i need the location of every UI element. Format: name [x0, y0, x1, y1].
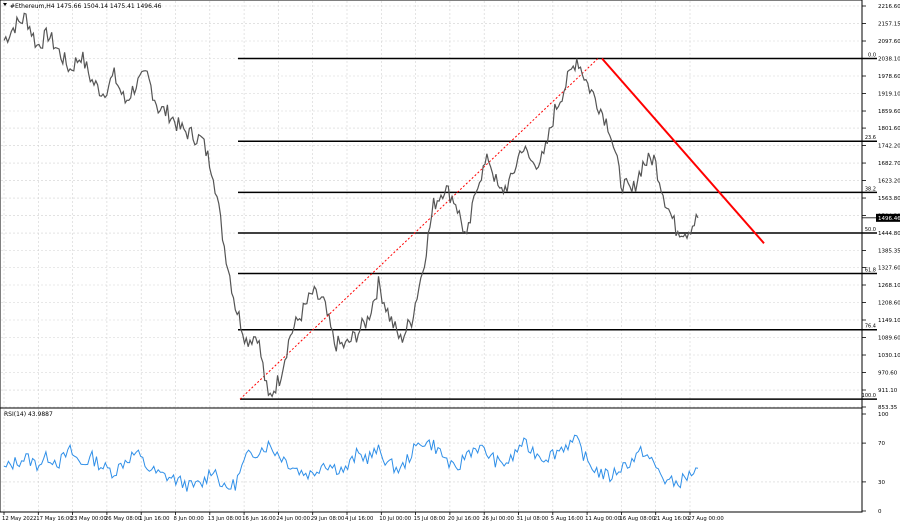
time-tick-label: 4 Jul 16:00: [345, 516, 374, 522]
time-tick-label: 26 Jul 00:00: [482, 516, 514, 522]
price-tick-label: 1682.70: [878, 161, 900, 167]
price-tick-label: 2038.10: [878, 57, 900, 63]
price-tick-label: 853.35: [878, 405, 898, 411]
time-tick-label: 12 May 2022: [2, 516, 37, 522]
main-panel-border: [0, 0, 863, 409]
fib-level-label: 76.4: [865, 324, 876, 330]
time-tick-label: 16 Jun 16:00: [242, 516, 276, 522]
fibonacci-levels: 0.0 23.6 38.2 50.0 61.8 76.4 100.0: [238, 53, 877, 400]
price-tick-label: 1978.60: [878, 74, 900, 80]
time-tick-label: 11 Aug 00:00: [585, 516, 621, 522]
rsi-tick-label: 30: [878, 480, 885, 486]
time-tick-label: 27 Aug 00:00: [688, 516, 724, 522]
time-tick-label: 15 Jul 08:00: [414, 516, 446, 522]
rsi-panel-grid: [1, 442, 861, 483]
price-tick-label: 1623.20: [878, 179, 900, 185]
rsi-tick-label: 100: [878, 412, 889, 418]
dotted-trend-line: [239, 58, 599, 400]
time-tick-label: 8 Jun 00:00: [174, 516, 205, 522]
time-tick-label: 20 Jul 16:00: [448, 516, 480, 522]
current-price-label: 1496.46: [878, 216, 900, 222]
price-tick-label: 1268.10: [878, 283, 900, 289]
price-tick-label: 1859.60: [878, 109, 900, 115]
time-tick-label: 29 Jun 08:00: [311, 516, 345, 522]
fib-level-label: 38.2: [865, 186, 876, 192]
price-tick-label: 970.60: [878, 371, 898, 377]
price-tick-label: 2157.15: [878, 21, 900, 27]
price-tick-label: 911.10: [878, 388, 898, 394]
price-tick-label: 1030.10: [878, 353, 900, 359]
time-tick-label: 10 Jul 00:00: [379, 516, 411, 522]
price-tick-label: 2097.60: [878, 39, 900, 45]
rsi-axis: 100 70 30 0: [862, 412, 889, 515]
time-tick-label: 24 Jun 00:00: [276, 516, 310, 522]
fib-level-label: 100.0: [862, 393, 876, 399]
price-tick-label: 1208.60: [878, 301, 900, 307]
price-tick-label: 1919.10: [878, 92, 900, 98]
rsi-panel-border: [0, 407, 863, 513]
price-axis: 2216.60 2157.15 2097.60 2038.10 1978.60 1919.…: [862, 4, 900, 411]
fib-level-label: 61.8: [865, 268, 876, 274]
current-price-tag: 1496.46: [862, 213, 900, 222]
price-tick-label: 1149.10: [878, 318, 900, 324]
time-tick-label: 31 Jul 08:00: [517, 516, 549, 522]
time-tick-label: 16 Aug 08:00: [619, 516, 655, 522]
price-tick-label: 1801.60: [878, 126, 900, 132]
fib-level-label: 0.0: [868, 53, 876, 59]
price-tick-label: 1563.80: [878, 196, 900, 202]
price-tick-label: 1385.35: [878, 249, 900, 255]
rsi-tick-label: 70: [878, 441, 885, 447]
rsi-series-line: [3, 434, 699, 492]
price-tick-label: 1444.80: [878, 231, 900, 237]
rsi-label: RSI(14) 43.9887: [4, 411, 53, 418]
time-tick-label: 23 May 00:00: [71, 516, 108, 522]
time-tick-label: 26 May 08:00: [105, 516, 142, 522]
fib-level-label: 50.0: [865, 227, 876, 233]
price-tick-label: 1742.20: [878, 144, 900, 150]
price-tick-label: 1089.60: [878, 336, 900, 342]
collapse-arrow-icon[interactable]: [3, 3, 7, 6]
red-trend-line[interactable]: [601, 57, 765, 244]
time-tick-label: 17 May 16:00: [36, 516, 73, 522]
rsi-tick-label: 0: [878, 509, 882, 515]
time-tick-label: 1 Jun 16:00: [139, 516, 170, 522]
chart-header: #Ethereum,H4 1475.66 1504.14 1475.41 149…: [10, 3, 162, 10]
fib-level-label: 23.6: [865, 135, 876, 141]
time-tick-label: 5 Aug 16:00: [551, 516, 584, 522]
price-series-line: [3, 12, 699, 398]
time-tick-label: 21 Aug 16:00: [654, 516, 690, 522]
price-tick-label: 2216.60: [878, 4, 900, 10]
time-tick-label: 13 Jun 08:00: [208, 516, 242, 522]
main-panel-grid: [1, 1, 861, 511]
price-tick-label: 1327.60: [878, 265, 900, 271]
